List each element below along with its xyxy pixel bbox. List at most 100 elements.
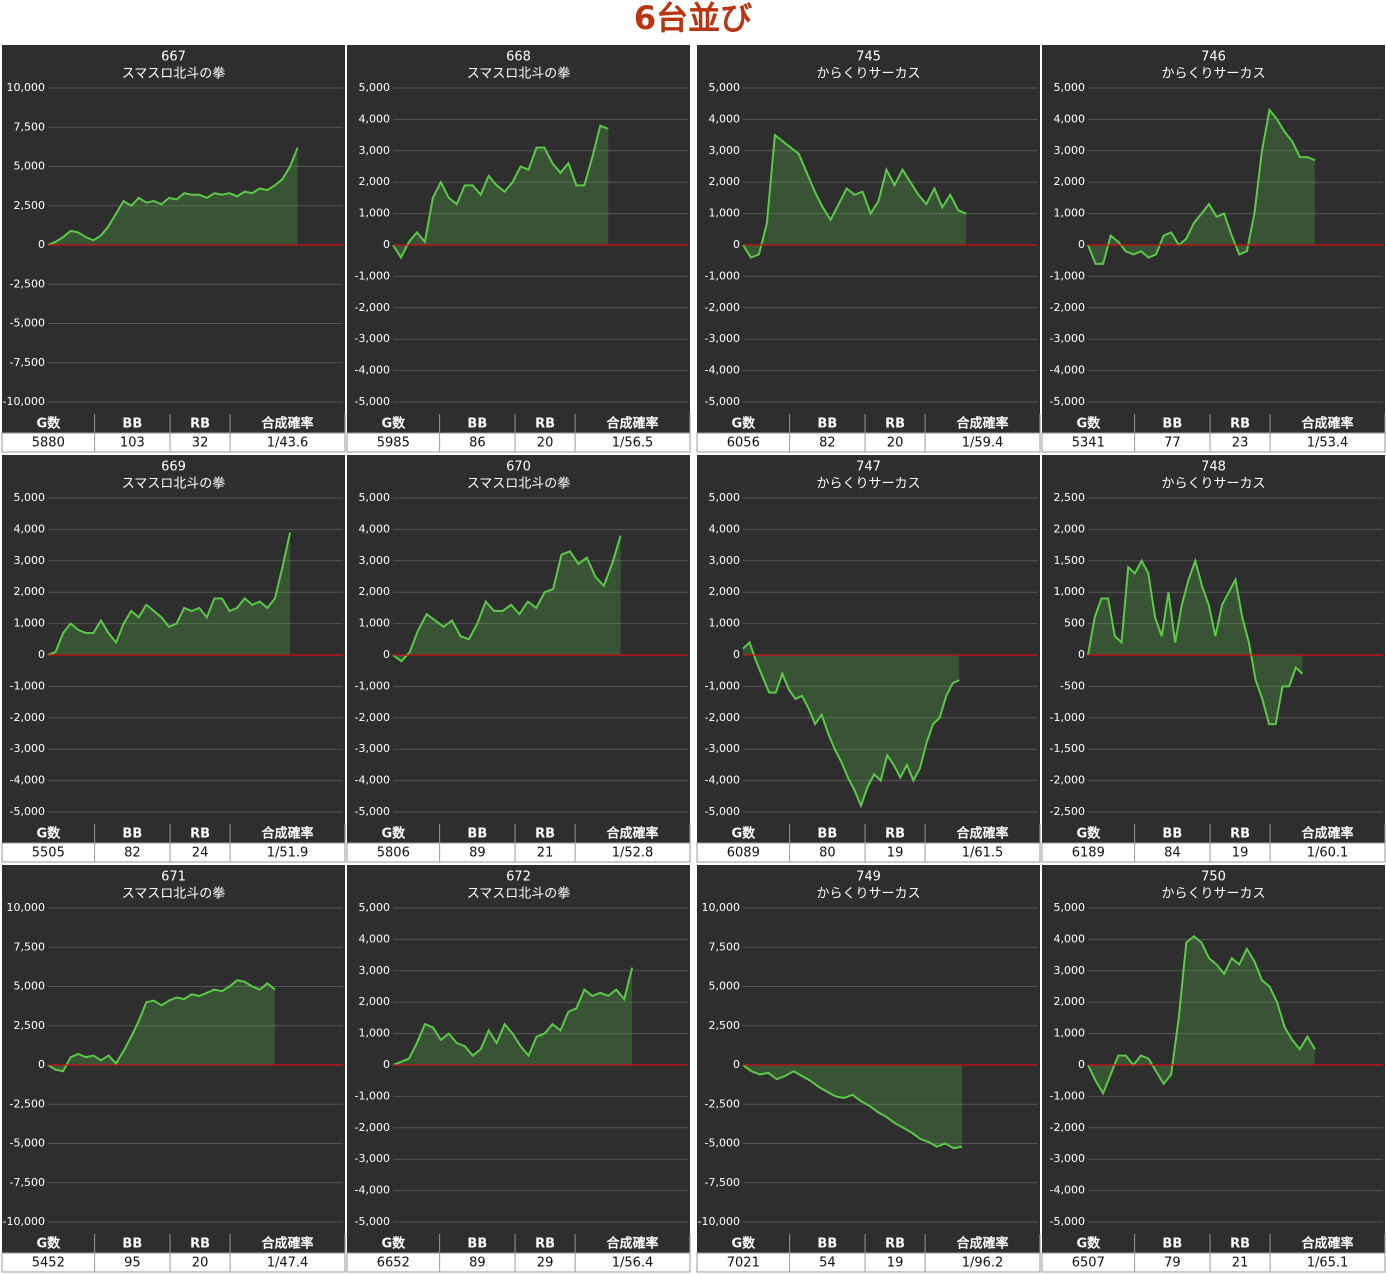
table-cell: 1/43.6 bbox=[267, 436, 309, 451]
table-header-bg bbox=[697, 1234, 1040, 1253]
table-cell: 6056 bbox=[727, 436, 760, 451]
y-tick-label: 0 bbox=[383, 238, 390, 251]
machine-name: からくりサーカス bbox=[816, 67, 920, 82]
table-cell: 89 bbox=[469, 846, 486, 861]
machine-name: からくりサーカス bbox=[1161, 477, 1265, 492]
y-tick-label: 0 bbox=[38, 648, 45, 661]
y-tick-label: 4,000 bbox=[359, 112, 391, 125]
y-tick-label: -2,000 bbox=[355, 711, 390, 724]
table-cell: 1/52.8 bbox=[612, 846, 654, 861]
table-header: 合成確率 bbox=[1302, 1236, 1354, 1252]
table-header: RB bbox=[535, 417, 555, 432]
area bbox=[48, 532, 291, 655]
machine-number: 671 bbox=[161, 870, 186, 885]
area bbox=[1088, 560, 1303, 725]
table-header: RB bbox=[885, 417, 905, 432]
y-tick-label: 0 bbox=[733, 648, 740, 661]
panel-bg bbox=[2, 455, 345, 862]
table-header: RB bbox=[190, 1237, 210, 1252]
table-header-bg bbox=[697, 414, 1040, 433]
y-tick-label: 2,000 bbox=[1054, 995, 1086, 1008]
table-header: G数 bbox=[1076, 416, 1101, 432]
y-tick-label: -5,000 bbox=[10, 805, 45, 818]
table-cell: 1/47.4 bbox=[267, 1256, 309, 1271]
panel: 749 からくりサーカス 10,000 7,500 5,000 2,500 0 -2,500 -… bbox=[696, 865, 1041, 1273]
y-tick-label: 5,000 bbox=[1054, 901, 1086, 914]
machine-number: 747 bbox=[856, 460, 881, 475]
table-cell: 21 bbox=[537, 846, 554, 861]
line bbox=[392, 124, 609, 260]
table-header: 合成確率 bbox=[607, 1236, 659, 1252]
machine-number: 746 bbox=[1201, 50, 1226, 65]
table-cell: 1/60.1 bbox=[1307, 846, 1349, 861]
panel-bg bbox=[347, 865, 690, 1272]
table-cell: 84 bbox=[1164, 846, 1181, 861]
line bbox=[392, 535, 622, 663]
area bbox=[743, 1065, 963, 1149]
machine-name: スマスロ北斗の拳 bbox=[122, 476, 226, 492]
y-tick-label: 5,000 bbox=[359, 491, 391, 504]
y-tick-label: 7,500 bbox=[14, 120, 46, 133]
table-header: RB bbox=[535, 827, 555, 842]
y-tick-label: -5,000 bbox=[10, 317, 45, 330]
table-cell: 5985 bbox=[377, 436, 410, 451]
table-header: G数 bbox=[381, 1236, 406, 1252]
table-cell: 20 bbox=[192, 1256, 209, 1271]
y-tick-label: -3,000 bbox=[705, 742, 740, 755]
area bbox=[393, 535, 621, 662]
y-tick-label: -5,000 bbox=[705, 805, 740, 818]
y-tick-label: -1,500 bbox=[1050, 742, 1085, 755]
y-tick-label: 1,000 bbox=[709, 617, 741, 630]
y-tick-label: -5,000 bbox=[355, 805, 390, 818]
table-header-bg bbox=[1042, 824, 1385, 843]
line bbox=[742, 133, 967, 259]
y-tick-label: -5,000 bbox=[1050, 1215, 1085, 1228]
y-tick-label: 2,000 bbox=[1054, 175, 1086, 188]
table-cell: 5452 bbox=[32, 1256, 65, 1271]
y-tick-label: -5,000 bbox=[1050, 395, 1085, 408]
y-tick-label: -1,000 bbox=[355, 269, 390, 282]
y-tick-label: 2,500 bbox=[1054, 491, 1086, 504]
machine-name: スマスロ北斗の拳 bbox=[122, 66, 226, 82]
table-header: BB bbox=[817, 1237, 837, 1252]
panel-bg bbox=[347, 45, 690, 452]
y-tick-label: -4,000 bbox=[705, 364, 740, 377]
panel-bg bbox=[697, 45, 1040, 452]
table-header: G数 bbox=[36, 1236, 61, 1252]
machine-name: スマスロ北斗の拳 bbox=[467, 476, 571, 492]
y-tick-label: 3,000 bbox=[359, 554, 391, 567]
y-tick-label: 4,000 bbox=[1054, 932, 1086, 945]
table-header: BB bbox=[817, 827, 837, 842]
y-tick-label: -2,500 bbox=[1050, 805, 1085, 818]
y-tick-label: -4,000 bbox=[355, 364, 390, 377]
y-tick-label: 1,000 bbox=[709, 207, 741, 220]
y-tick-label: 500 bbox=[1064, 617, 1085, 630]
table-header-bg bbox=[1042, 414, 1385, 433]
machine-number: 745 bbox=[856, 50, 881, 65]
table-header: RB bbox=[190, 827, 210, 842]
panel-bg bbox=[697, 865, 1040, 1272]
machine-name: からくりサーカス bbox=[816, 887, 920, 902]
table-header: RB bbox=[190, 417, 210, 432]
line bbox=[742, 1064, 963, 1150]
area bbox=[393, 125, 609, 258]
table-header: BB bbox=[122, 1237, 142, 1252]
y-tick-label: -10,000 bbox=[698, 1215, 740, 1228]
y-tick-label: -3,000 bbox=[1050, 1152, 1085, 1165]
y-tick-label: 2,000 bbox=[709, 585, 741, 598]
table-cell: 79 bbox=[1164, 1256, 1181, 1271]
table-cell: 5880 bbox=[32, 436, 65, 451]
table-header: G数 bbox=[381, 826, 406, 842]
y-tick-label: 1,000 bbox=[14, 617, 46, 630]
line bbox=[742, 640, 960, 809]
y-tick-label: -3,000 bbox=[705, 332, 740, 345]
panel: 750 からくりサーカス 5,000 4,000 3,000 2,000 1,000 0 -1,… bbox=[1041, 865, 1386, 1273]
y-tick-label: 0 bbox=[1078, 1058, 1085, 1071]
y-tick-label: 3,000 bbox=[1054, 964, 1086, 977]
table-header: G数 bbox=[381, 416, 406, 432]
table-cell: 24 bbox=[192, 846, 209, 861]
y-tick-label: -1,000 bbox=[1050, 711, 1085, 724]
